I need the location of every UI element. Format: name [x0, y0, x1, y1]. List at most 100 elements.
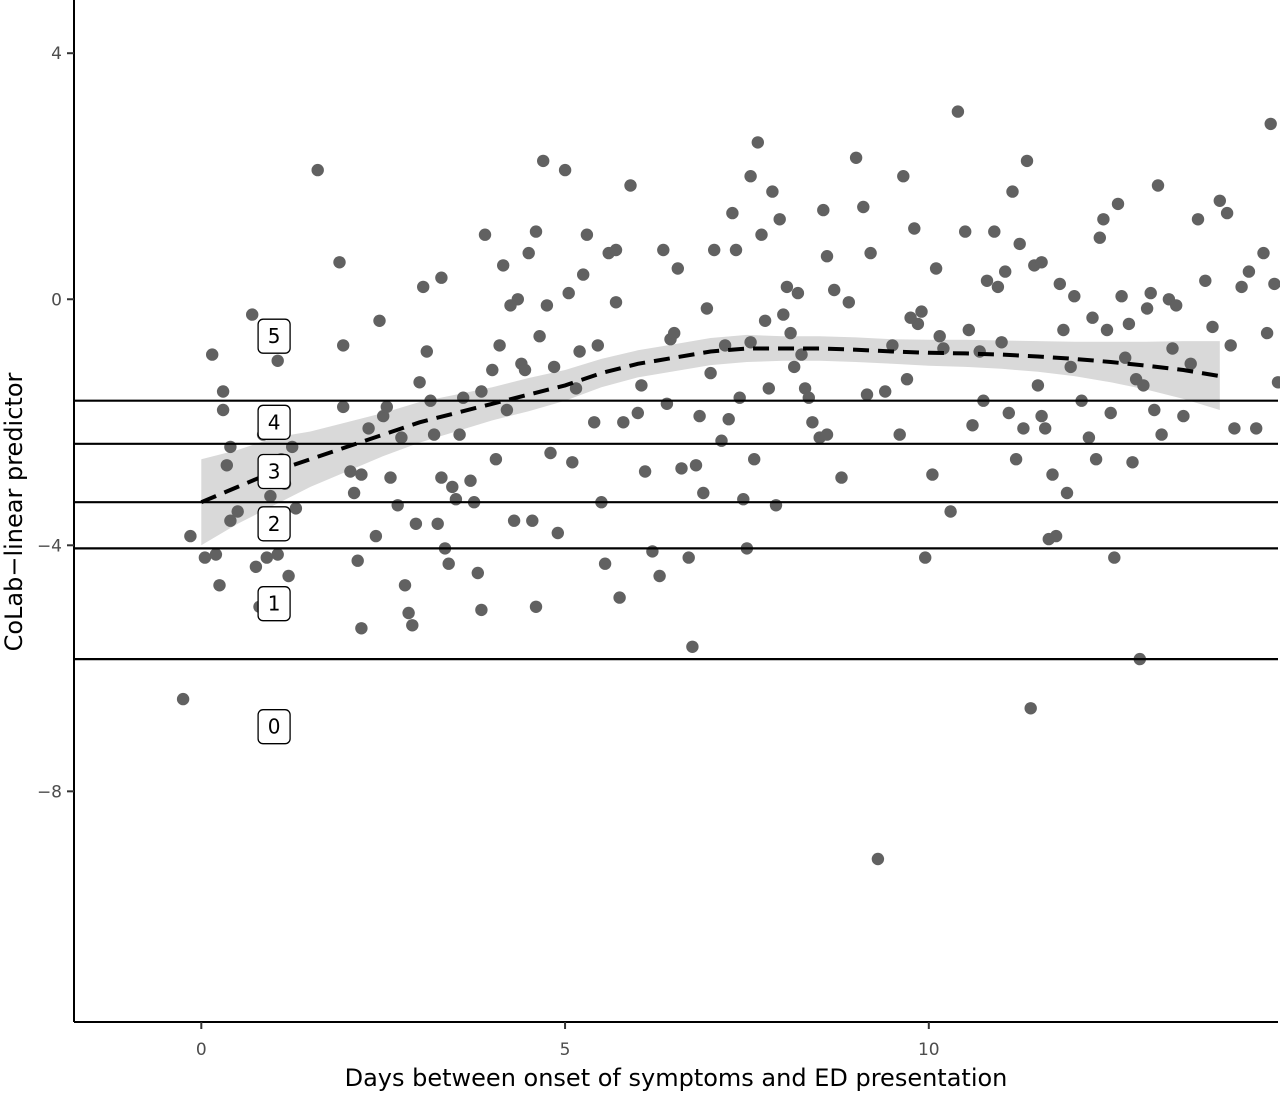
data-point	[1111, 197, 1125, 211]
data-point	[347, 486, 361, 500]
data-point	[1119, 351, 1132, 364]
data-point	[497, 259, 510, 272]
data-point	[246, 308, 259, 321]
x-tick-label: 5	[560, 1040, 571, 1060]
data-point	[271, 548, 284, 561]
data-point	[395, 431, 408, 444]
data-point	[1086, 311, 1099, 324]
data-point	[580, 228, 594, 241]
data-point	[224, 440, 237, 454]
data-point	[417, 280, 430, 294]
data-point	[609, 243, 623, 257]
data-point	[929, 262, 943, 275]
data-point	[1151, 179, 1165, 192]
data-point	[1206, 320, 1219, 334]
data-point	[1039, 422, 1052, 435]
data-point	[1126, 456, 1139, 469]
data-point	[646, 545, 659, 558]
data-point	[1057, 323, 1070, 337]
class-label: 4	[257, 404, 291, 440]
data-point	[442, 557, 455, 570]
data-point	[427, 428, 441, 441]
data-point	[1144, 286, 1157, 300]
data-point	[675, 462, 688, 475]
data-point	[518, 363, 532, 377]
data-point	[871, 852, 885, 866]
smooth-trend-line	[200, 346, 1221, 505]
data-point	[355, 622, 368, 635]
class-label-text: 0	[268, 715, 281, 739]
data-point	[820, 250, 834, 263]
class-label-box	[257, 586, 291, 622]
data-point	[209, 548, 223, 561]
data-point	[944, 505, 957, 518]
data-point	[1097, 213, 1110, 226]
data-point	[788, 360, 801, 374]
smooth-line-layer	[200, 346, 1221, 505]
data-point	[475, 603, 488, 617]
data-point	[486, 363, 499, 377]
data-point	[857, 200, 870, 214]
data-point	[1104, 406, 1117, 420]
data-point	[533, 330, 546, 343]
data-point	[493, 339, 506, 352]
data-point	[988, 225, 1001, 238]
data-point	[933, 330, 946, 343]
data-point	[398, 579, 412, 592]
data-point	[1089, 453, 1103, 466]
data-point	[693, 409, 706, 423]
data-point	[216, 403, 230, 417]
data-point	[598, 557, 612, 570]
data-point	[915, 305, 928, 318]
data-point	[708, 243, 721, 257]
data-point	[715, 434, 728, 447]
y-tick-label: 4	[51, 44, 62, 64]
data-point	[919, 551, 932, 564]
data-point	[806, 416, 819, 429]
data-point	[380, 400, 393, 414]
data-point	[671, 262, 684, 275]
data-point	[966, 419, 979, 432]
data-point	[384, 471, 397, 484]
data-point	[686, 640, 699, 653]
data-point	[457, 391, 470, 404]
data-point	[1140, 302, 1154, 315]
data-point	[471, 566, 484, 580]
data-point	[566, 456, 579, 469]
data-point	[1108, 551, 1121, 564]
data-point	[413, 376, 426, 389]
data-point	[337, 400, 350, 414]
data-point	[1148, 403, 1161, 417]
data-point	[1013, 237, 1026, 251]
data-point	[758, 314, 772, 327]
data-point	[860, 388, 874, 401]
data-point	[431, 517, 444, 530]
data-point	[769, 499, 783, 512]
class-label: 0	[257, 709, 291, 745]
data-point	[351, 554, 364, 567]
class-labels-layer: 5 4 3 2 1 0	[257, 318, 291, 745]
data-point	[216, 385, 230, 398]
data-point	[577, 268, 590, 281]
data-point	[551, 526, 564, 540]
data-point	[540, 299, 554, 312]
data-point	[504, 299, 517, 312]
data-point	[231, 505, 244, 518]
data-point	[337, 339, 350, 352]
data-point	[653, 569, 666, 583]
x-tick-label: 0	[196, 1040, 207, 1060]
data-point	[406, 619, 419, 632]
data-point	[544, 446, 557, 460]
y-tick-label: 0	[51, 290, 62, 310]
data-point	[1035, 409, 1048, 423]
class-label: 2	[257, 506, 291, 542]
data-point	[886, 339, 899, 352]
data-point	[529, 600, 543, 613]
data-point	[791, 286, 805, 300]
data-point	[369, 529, 383, 543]
data-point	[660, 397, 674, 410]
data-point	[1093, 231, 1107, 244]
data-point	[1199, 274, 1212, 287]
